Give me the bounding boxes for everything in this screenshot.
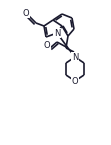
Text: O: O [44, 40, 50, 49]
Text: O: O [23, 9, 29, 18]
Text: N: N [72, 52, 78, 61]
Text: O: O [72, 77, 78, 86]
Text: N: N [54, 29, 60, 38]
